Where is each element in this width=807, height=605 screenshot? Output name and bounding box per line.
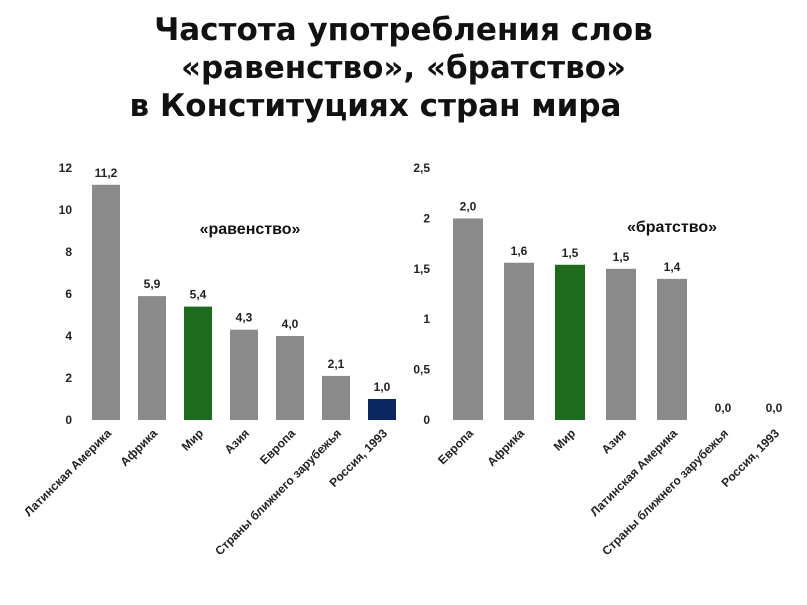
chart-title-line-3: в Конституциях стран мира bbox=[129, 88, 622, 124]
fraternity-value-label: 0,0 bbox=[766, 401, 783, 415]
fraternity-category-label: Мир bbox=[551, 426, 578, 453]
chart-title-line-2: «равенство», «братство» bbox=[180, 50, 627, 86]
fraternity-value-label: 1,5 bbox=[613, 250, 630, 264]
fraternity-bar bbox=[606, 268, 636, 420]
fraternity-series-label: «братство» bbox=[627, 219, 717, 236]
fraternity-bar bbox=[555, 264, 585, 420]
fraternity-ytick-label: 0,5 bbox=[413, 363, 430, 377]
equality-value-label: 5,9 bbox=[144, 277, 161, 291]
equality-value-label: 5,4 bbox=[190, 288, 207, 302]
equality-ytick-label: 12 bbox=[59, 161, 73, 175]
equality-series-label: «равенство» bbox=[200, 221, 301, 238]
fraternity-value-label: 1,5 bbox=[562, 246, 579, 260]
fraternity-ytick-label: 2,5 bbox=[413, 161, 430, 175]
fraternity-category-label: Африка bbox=[484, 426, 527, 469]
equality-value-label: 2,1 bbox=[328, 357, 345, 371]
fraternity-value-label: 2,0 bbox=[460, 199, 477, 213]
fraternity-bar bbox=[657, 278, 687, 420]
equality-ytick-label: 4 bbox=[65, 329, 72, 343]
fraternity-value-label: 1,4 bbox=[664, 260, 681, 274]
equality-value-label: 11,2 bbox=[95, 166, 118, 180]
fraternity-ytick-label: 1,5 bbox=[413, 262, 430, 276]
equality-ytick-label: 6 bbox=[65, 287, 72, 301]
equality-bar bbox=[92, 184, 120, 420]
equality-category-label: Мир bbox=[179, 426, 206, 453]
equality-bar bbox=[230, 329, 258, 420]
fraternity-bar bbox=[504, 262, 534, 420]
fraternity-category-label: Латинская Америка bbox=[587, 426, 680, 519]
equality-bar bbox=[322, 375, 350, 420]
equality-bar bbox=[276, 336, 304, 420]
equality-value-label: 4,3 bbox=[236, 311, 253, 325]
fraternity-ytick-label: 1 bbox=[423, 312, 430, 326]
fraternity-bar bbox=[453, 218, 483, 420]
equality-ytick-label: 2 bbox=[65, 371, 72, 385]
equality-value-label: 1,0 bbox=[374, 380, 391, 394]
fraternity-category-label: Азия bbox=[599, 426, 629, 456]
equality-ytick-label: 0 bbox=[65, 413, 72, 427]
equality-ytick-label: 10 bbox=[59, 203, 73, 217]
equality-value-label: 4,0 bbox=[282, 317, 299, 331]
fraternity-category-label: Европа bbox=[435, 426, 476, 467]
equality-bar bbox=[368, 399, 396, 420]
equality-bar bbox=[184, 306, 212, 420]
equality-category-label: Азия bbox=[222, 426, 252, 456]
fraternity-ytick-label: 2 bbox=[423, 211, 430, 225]
equality-category-label: Африка bbox=[117, 426, 160, 469]
fraternity-value-label: 0,0 bbox=[715, 401, 732, 415]
equality-ytick-label: 8 bbox=[65, 245, 72, 259]
equality-category-label: Латинская Америка bbox=[21, 426, 114, 519]
fraternity-ytick-label: 0 bbox=[423, 413, 430, 427]
equality-category-label: Европа bbox=[257, 426, 298, 467]
fraternity-value-label: 1,6 bbox=[511, 244, 528, 258]
equality-bar bbox=[138, 296, 166, 420]
chart-title-line-1: Частота употребления слов bbox=[154, 12, 653, 48]
